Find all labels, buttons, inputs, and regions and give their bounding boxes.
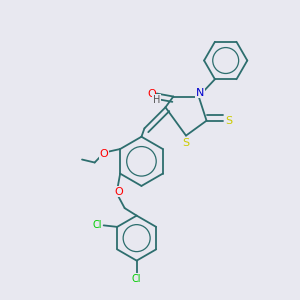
Text: O: O <box>147 88 156 98</box>
Text: O: O <box>114 187 123 196</box>
Text: O: O <box>99 148 108 158</box>
Text: N: N <box>196 88 204 98</box>
Text: Cl: Cl <box>132 274 141 284</box>
Text: S: S <box>182 138 190 148</box>
Text: H: H <box>153 95 160 105</box>
Text: Cl: Cl <box>92 220 102 230</box>
Text: S: S <box>226 116 232 126</box>
